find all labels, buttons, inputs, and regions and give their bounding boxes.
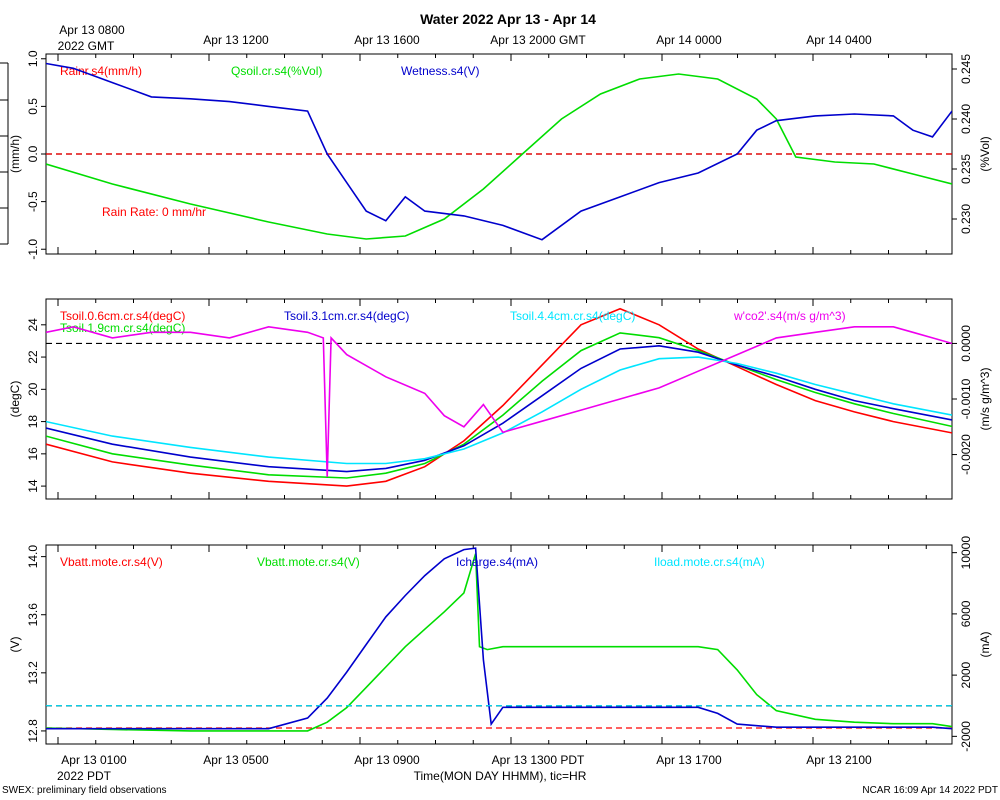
- y-tick-left-label: 24: [26, 318, 40, 332]
- x-axis-title: Time(MON DAY HHMM), tic=HR: [414, 769, 587, 783]
- y-axis-left-title: (degC): [8, 381, 22, 418]
- y-tick-left-label: 18: [26, 415, 40, 429]
- top-axis-label-4: Apr 14 0400: [806, 33, 872, 47]
- y-tick-left-label: 0.5: [26, 98, 40, 115]
- legend-1: Qsoil.cr.s4(%Vol): [231, 64, 322, 78]
- legend-2: Wetness.s4(V): [401, 64, 479, 78]
- y-tick-left-label: 14: [26, 479, 40, 493]
- panel-frame: [45, 544, 953, 745]
- panel-2: 14.0 13.6 13.2 12.8 10000 6000 2000 -2000 (V) (mA…: [8, 536, 992, 752]
- series-line-wetness-s4-v-: [46, 62, 952, 241]
- bottom-axis-label-1: Apr 13 0900: [354, 753, 420, 767]
- series-line-icharge-s4-ma-: [46, 547, 952, 730]
- y-tick-left-label: -0.5: [26, 191, 40, 212]
- y-axis-right-title: (mA): [978, 632, 992, 658]
- legend-0: Tsoil.0.6cm.cr.s4(degC): [60, 309, 185, 323]
- figure-title: Water 2022 Apr 13 - Apr 14: [420, 11, 596, 27]
- top-axis-label-1: Apr 13 1600: [354, 33, 420, 47]
- y-tick-right-label: 10000: [959, 536, 973, 570]
- y-tick-right-label: 0.230: [959, 204, 973, 234]
- footer-right: NCAR 16:09 Apr 14 2022 PDT: [862, 785, 998, 796]
- y-tick-left-label: -1.0: [26, 239, 40, 260]
- panels: 1.0 0.5 0.0 -0.5 -1.0 0.245 0.240 0.235 0.230 (mm…: [8, 50, 992, 752]
- y-tick-right-label: 2000: [959, 661, 973, 688]
- series-line-w-co2-s4-m-s-g-m-3-: [46, 325, 952, 477]
- series-line-tsoil-1-9cm-cr-s4-degc-: [46, 332, 952, 479]
- top-axis-label-0: Apr 13 1200: [203, 33, 269, 47]
- panel-1: 24 22 20 18 16 14 0.0000 -0.0010 -0.0020 (degC) (m…: [8, 298, 992, 500]
- left-edge-marks: [0, 62, 9, 245]
- y-axis-right-title: (m/s g/m^3): [978, 368, 992, 431]
- bottom-axis-label-0: Apr 13 0500: [203, 753, 269, 767]
- legend-1: Vbatt.mote.cr.s4(V): [257, 555, 360, 569]
- y-tick-right-label: -0.0010: [959, 378, 973, 419]
- legend-4: w'co2'.s4(m/s g/m^3): [733, 309, 846, 323]
- series-line-qsoil-cr-s4-vol-: [46, 73, 952, 240]
- legend-2: Tsoil.3.1cm.cr.s4(degC): [284, 309, 409, 323]
- bottom-axis-first-line2: 2022 PDT: [57, 769, 112, 783]
- top-axis-first-line2: 2022 GMT: [58, 39, 115, 53]
- y-tick-left-label: 12.8: [26, 719, 40, 743]
- y-tick-left-label: 16: [26, 447, 40, 461]
- series-line-tsoil-3-1cm-cr-s4-degc-: [46, 344, 952, 473]
- y-tick-right-label: -0.0020: [959, 434, 973, 475]
- panel-0: 1.0 0.5 0.0 -0.5 -1.0 0.245 0.240 0.235 0.230 (mm…: [8, 50, 992, 259]
- legend-3: Iload.mote.cr.s4(mA): [654, 555, 765, 569]
- y-tick-right-label: 0.245: [959, 54, 973, 84]
- series-line-vbatt-mote-cr-s4-v-: [46, 553, 952, 732]
- series-line-tsoil-0-6cm-cr-s4-degc-: [46, 307, 952, 487]
- y-tick-left-label: 1.0: [26, 50, 40, 67]
- bottom-axis-label-2: Apr 13 1300 PDT: [492, 753, 585, 767]
- y-tick-left-label: 13.6: [26, 603, 40, 627]
- legend-0: Rainr.s4(mm/h): [60, 64, 142, 78]
- y-axis-right-title: (%Vol): [978, 136, 992, 171]
- y-tick-left-label: 22: [26, 350, 40, 364]
- legend-2: Icharge.s4(mA): [456, 555, 538, 569]
- y-tick-right-label: 6000: [959, 600, 973, 627]
- y-tick-right-label: 0.235: [959, 154, 973, 184]
- series-line-tsoil-4-4cm-cr-s4-degc-: [46, 356, 952, 465]
- y-tick-left-label: 20: [26, 382, 40, 396]
- bottom-axis-first-line1: Apr 13 0100: [61, 753, 127, 767]
- y-tick-right-label: 0.240: [959, 104, 973, 134]
- legend-0: Vbatt.mote.cr.s4(V): [60, 555, 163, 569]
- footer-left: SWEX: preliminary field observations: [2, 785, 167, 796]
- y-tick-left-label: 13.2: [26, 661, 40, 685]
- bottom-axis-label-4: Apr 13 2100: [806, 753, 872, 767]
- y-tick-left-label: 14.0: [26, 545, 40, 569]
- y-tick-right-label: 0.0000: [959, 325, 973, 362]
- y-tick-right-label: -2000: [959, 721, 973, 752]
- y-axis-left-title: (mm/h): [8, 135, 22, 173]
- y-axis-left-title: (V): [8, 637, 22, 653]
- y-tick-left-label: 0.0: [26, 145, 40, 162]
- bottom-axis-label-3: Apr 13 1700: [656, 753, 722, 767]
- rain-rate-annotation: Rain Rate: 0 mm/hr: [102, 205, 206, 219]
- top-axis-label-3: Apr 14 0000: [656, 33, 722, 47]
- top-axis-label-2: Apr 13 2000 GMT: [490, 33, 586, 47]
- top-axis-first-line1: Apr 13 0800: [59, 23, 125, 37]
- legend-3: Tsoil.4.4cm.cr.s4(degC): [510, 309, 635, 323]
